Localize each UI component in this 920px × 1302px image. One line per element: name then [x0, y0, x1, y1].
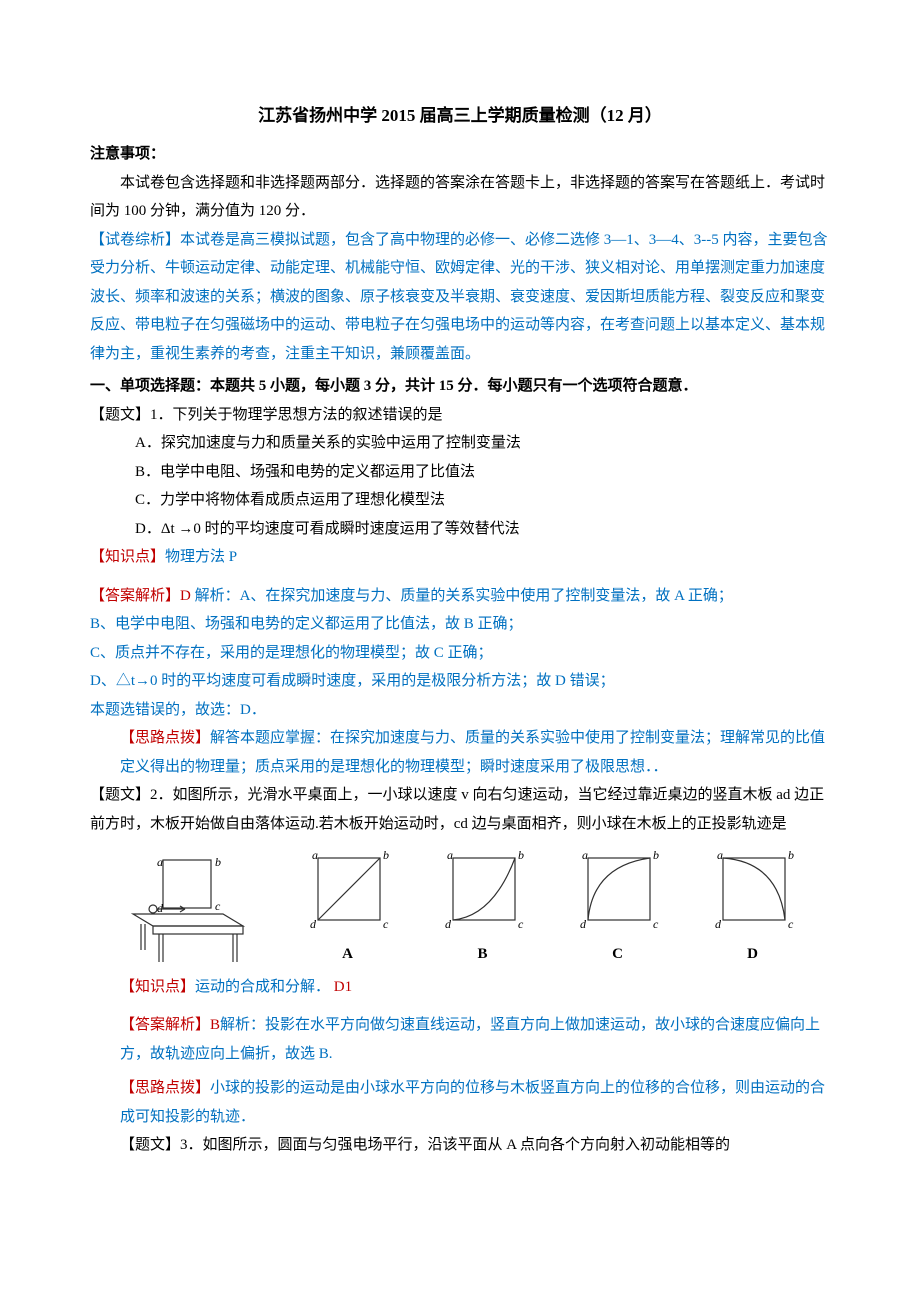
q1-stem: 【题文】1．下列关于物理学思想方法的叙述错误的是: [90, 401, 830, 430]
q3-text: 如图所示，圆面与匀强电场平行，沿该平面从 A 点向各个方向射入初动能相等的: [203, 1137, 731, 1153]
analysis-label: 【试卷综析】: [90, 232, 180, 248]
svg-text:c: c: [653, 917, 659, 931]
q1-option-b: B．电学中电阻、场强和电势的定义都运用了比值法: [90, 458, 830, 487]
q2-knowledge-code: D1: [334, 979, 352, 995]
q2-answer-label: 【答案解析】B: [120, 1017, 220, 1033]
svg-text:a: a: [312, 848, 318, 862]
option-b-svg: a b d c: [438, 848, 528, 936]
q3-stem: 【题文】3．如图所示，圆面与匀强电场平行，沿该平面从 A 点向各个方向射入初动能…: [90, 1131, 830, 1160]
option-a-label: A: [303, 940, 393, 969]
q2-option-b-diagram: a b d c B: [438, 848, 528, 969]
q1-knowledge: 【知识点】物理方法 P: [90, 543, 830, 572]
option-a-svg: a b d c: [303, 848, 393, 936]
q1-knowledge-label: 【知识点】: [90, 549, 165, 565]
svg-text:a: a: [717, 848, 723, 862]
q3-label: 【题文】3．: [120, 1137, 203, 1153]
q1-knowledge-body: 物理方法 P: [165, 549, 237, 565]
q1-tip-body: 解答本题应掌握：在探究加速度与力、质量的关系实验中使用了控制变量法；理解常见的比…: [120, 730, 825, 775]
q2-knowledge-body: 运动的合成和分解．: [195, 979, 330, 995]
svg-text:d: d: [580, 917, 587, 931]
svg-text:c: c: [788, 917, 794, 931]
analysis-body: 本试卷是高三模拟试题，包含了高中物理的必修一、必修二选修 3—1、3—4、3--…: [90, 232, 828, 362]
q2-option-c-diagram: a b d c C: [573, 848, 663, 969]
notice-body: 本试卷包含选择题和非选择题两部分．选择题的答案涂在答题卡上，非选择题的答案写在答…: [90, 169, 830, 226]
section-1-header: 一、单项选择题：本题共 5 小题，每小题 3 分，共计 15 分．每小题只有一个…: [90, 372, 830, 401]
svg-text:c: c: [215, 899, 221, 913]
q1-answer-line1: 【答案解析】D 解析：A、在探究加速度与力、质量的关系实验中使用了控制变量法，故…: [90, 582, 830, 611]
q1-answer-label: 【答案解析】D: [90, 588, 191, 604]
q2-knowledge-label: 【知识点】: [120, 979, 195, 995]
q2-tip-label: 【思路点拨】: [120, 1080, 210, 1096]
svg-text:a: a: [157, 855, 163, 869]
q1-option-a: A．探究加速度与力和质量关系的实验中运用了控制变量法: [90, 429, 830, 458]
q1-answer-line4: D、△t→0 时的平均速度可看成瞬时速度，采用的是极限分析方法；故 D 错误；: [90, 667, 830, 696]
svg-text:d: d: [157, 901, 164, 915]
q2-label: 【题文】2．: [90, 787, 173, 803]
q1-label: 【题文】1．: [90, 407, 173, 423]
svg-text:a: a: [582, 848, 588, 862]
svg-text:b: b: [518, 848, 524, 862]
q2-answer-body: 解析：投影在水平方向做匀速直线运动，竖直方向上做加速运动，故小球的合速度应偏向上…: [120, 1017, 820, 1062]
analysis-block: 【试卷综析】本试卷是高三模拟试题，包含了高中物理的必修一、必修二选修 3—1、3…: [90, 226, 830, 369]
q1-option-d: D．Δt →0 时的平均速度可看成瞬时速度运用了等效替代法: [90, 515, 830, 544]
option-b-label: B: [438, 940, 528, 969]
svg-text:a: a: [447, 848, 453, 862]
svg-text:d: d: [445, 917, 452, 931]
q2-answer: 【答案解析】B解析：投影在水平方向做匀速直线运动，竖直方向上做加速运动，故小球的…: [90, 1011, 830, 1068]
q1-answer-body1: 解析：A、在探究加速度与力、质量的关系实验中使用了控制变量法，故 A 正确；: [191, 588, 733, 604]
svg-text:b: b: [653, 848, 659, 862]
notice-header: 注意事项：: [90, 140, 830, 169]
svg-text:d: d: [715, 917, 722, 931]
q1-option-c: C．力学中将物体看成质点运用了理想化模型法: [90, 486, 830, 515]
q2-tip: 【思路点拨】小球的投影的运动是由小球水平方向的位移与木板竖直方向上的位移的合位移…: [90, 1074, 830, 1131]
q1-tip: 【思路点拨】解答本题应掌握：在探究加速度与力、质量的关系实验中使用了控制变量法；…: [90, 724, 830, 781]
page-title: 江苏省扬州中学 2015 届高三上学期质量检测（12 月）: [90, 100, 830, 132]
q1-text: 下列关于物理学思想方法的叙述错误的是: [173, 407, 443, 423]
q2-setup-diagram: a b d c: [123, 854, 258, 969]
option-c-label: C: [573, 940, 663, 969]
svg-text:b: b: [788, 848, 794, 862]
q2-option-a-diagram: a b d c A: [303, 848, 393, 969]
option-d-svg: a b d c: [708, 848, 798, 936]
q2-stem: 【题文】2．如图所示，光滑水平桌面上，一小球以速度 v 向右匀速运动，当它经过靠…: [90, 781, 830, 838]
option-c-svg: a b d c: [573, 848, 663, 936]
q1-answer-line5: 本题选错误的，故选：D．: [90, 696, 830, 725]
svg-text:b: b: [215, 855, 221, 869]
q1-answer-line3: C、质点并不存在，采用的是理想化的物理模型；故 C 正确；: [90, 639, 830, 668]
q2-text: 如图所示，光滑水平桌面上，一小球以速度 v 向右匀速运动，当它经过靠近桌边的竖直…: [90, 787, 824, 832]
svg-text:d: d: [310, 917, 317, 931]
q2-knowledge: 【知识点】运动的合成和分解． D1: [90, 973, 830, 1002]
q1-tip-label: 【思路点拨】: [120, 730, 210, 746]
q2-option-d-diagram: a b d c D: [708, 848, 798, 969]
q2-diagrams: a b d c: [90, 848, 830, 969]
setup-svg: a b d c: [123, 854, 258, 969]
svg-text:c: c: [518, 917, 524, 931]
q1-answer-line2: B、电学中电阻、场强和电势的定义都运用了比值法，故 B 正确；: [90, 610, 830, 639]
svg-text:b: b: [383, 848, 389, 862]
q2-tip-body: 小球的投影的运动是由小球水平方向的位移与木板竖直方向上的位移的合位移，则由运动的…: [120, 1080, 825, 1125]
svg-text:c: c: [383, 917, 389, 931]
option-d-label: D: [708, 940, 798, 969]
